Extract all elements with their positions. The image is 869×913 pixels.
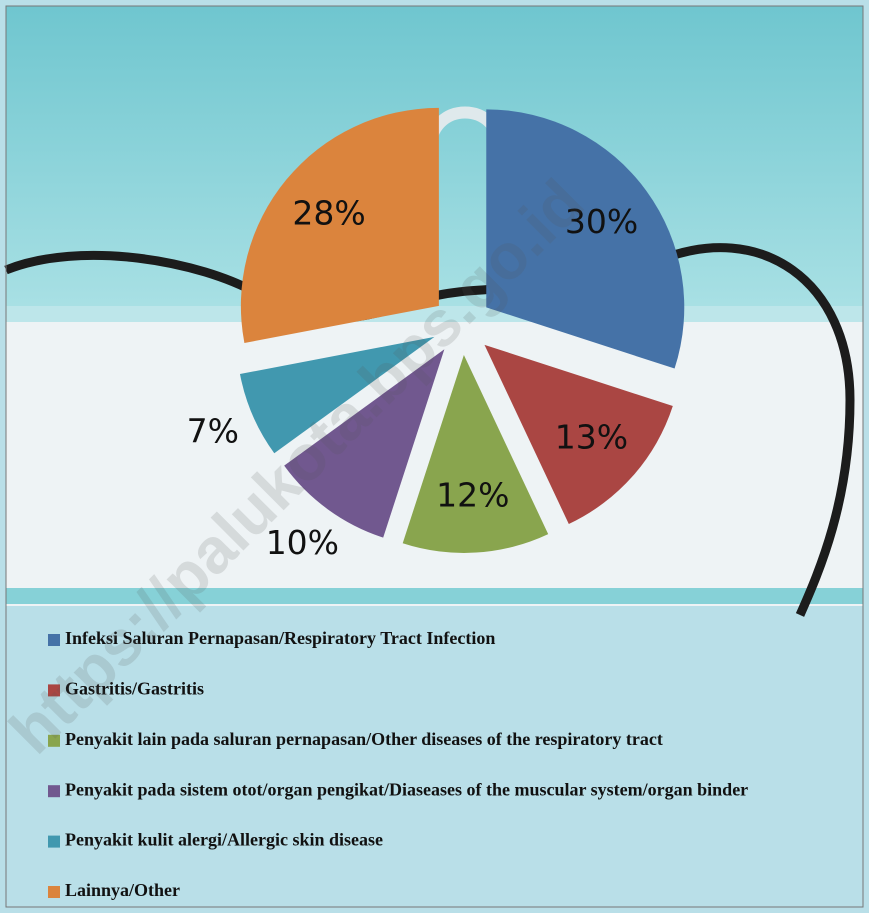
legend-swatch — [48, 634, 60, 646]
legend-swatch — [48, 785, 60, 798]
pie-slice — [484, 344, 673, 524]
pie-slice — [284, 349, 445, 538]
legend-swatch — [48, 734, 60, 747]
legend-label: Penyakit kulit alergi/Allergic skin dise… — [65, 830, 383, 850]
pie-slice — [239, 336, 435, 454]
pie-slice — [240, 107, 439, 343]
data-label: 10% — [266, 523, 339, 562]
pie-slice — [486, 109, 685, 369]
pie-slice — [402, 354, 549, 553]
legend-swatch — [48, 886, 60, 898]
stripe — [6, 588, 863, 604]
data-label: 13% — [555, 418, 628, 457]
legend-label: Penyakit lain pada saluran pernapasan/Ot… — [65, 729, 663, 749]
legend-swatch — [48, 684, 60, 697]
legend: Infeksi Saluran Pernapasan/Respiratory T… — [48, 628, 748, 900]
legend-label: Penyakit pada sistem otot/organ pengikat… — [65, 779, 748, 799]
data-label: 7% — [187, 411, 239, 450]
legend-label: Lainnya/Other — [65, 880, 180, 900]
legend-label: Gastritis/Gastritis — [65, 679, 204, 699]
data-label: 30% — [565, 202, 638, 241]
pie: 30% 13% 12% 10% 7% 28% — [187, 107, 685, 562]
legend-label: Infeksi Saluran Pernapasan/Respiratory T… — [65, 628, 495, 648]
data-label: 28% — [292, 194, 365, 233]
data-label: 12% — [436, 476, 509, 515]
frame — [5, 5, 864, 908]
legend-swatch — [48, 835, 60, 848]
